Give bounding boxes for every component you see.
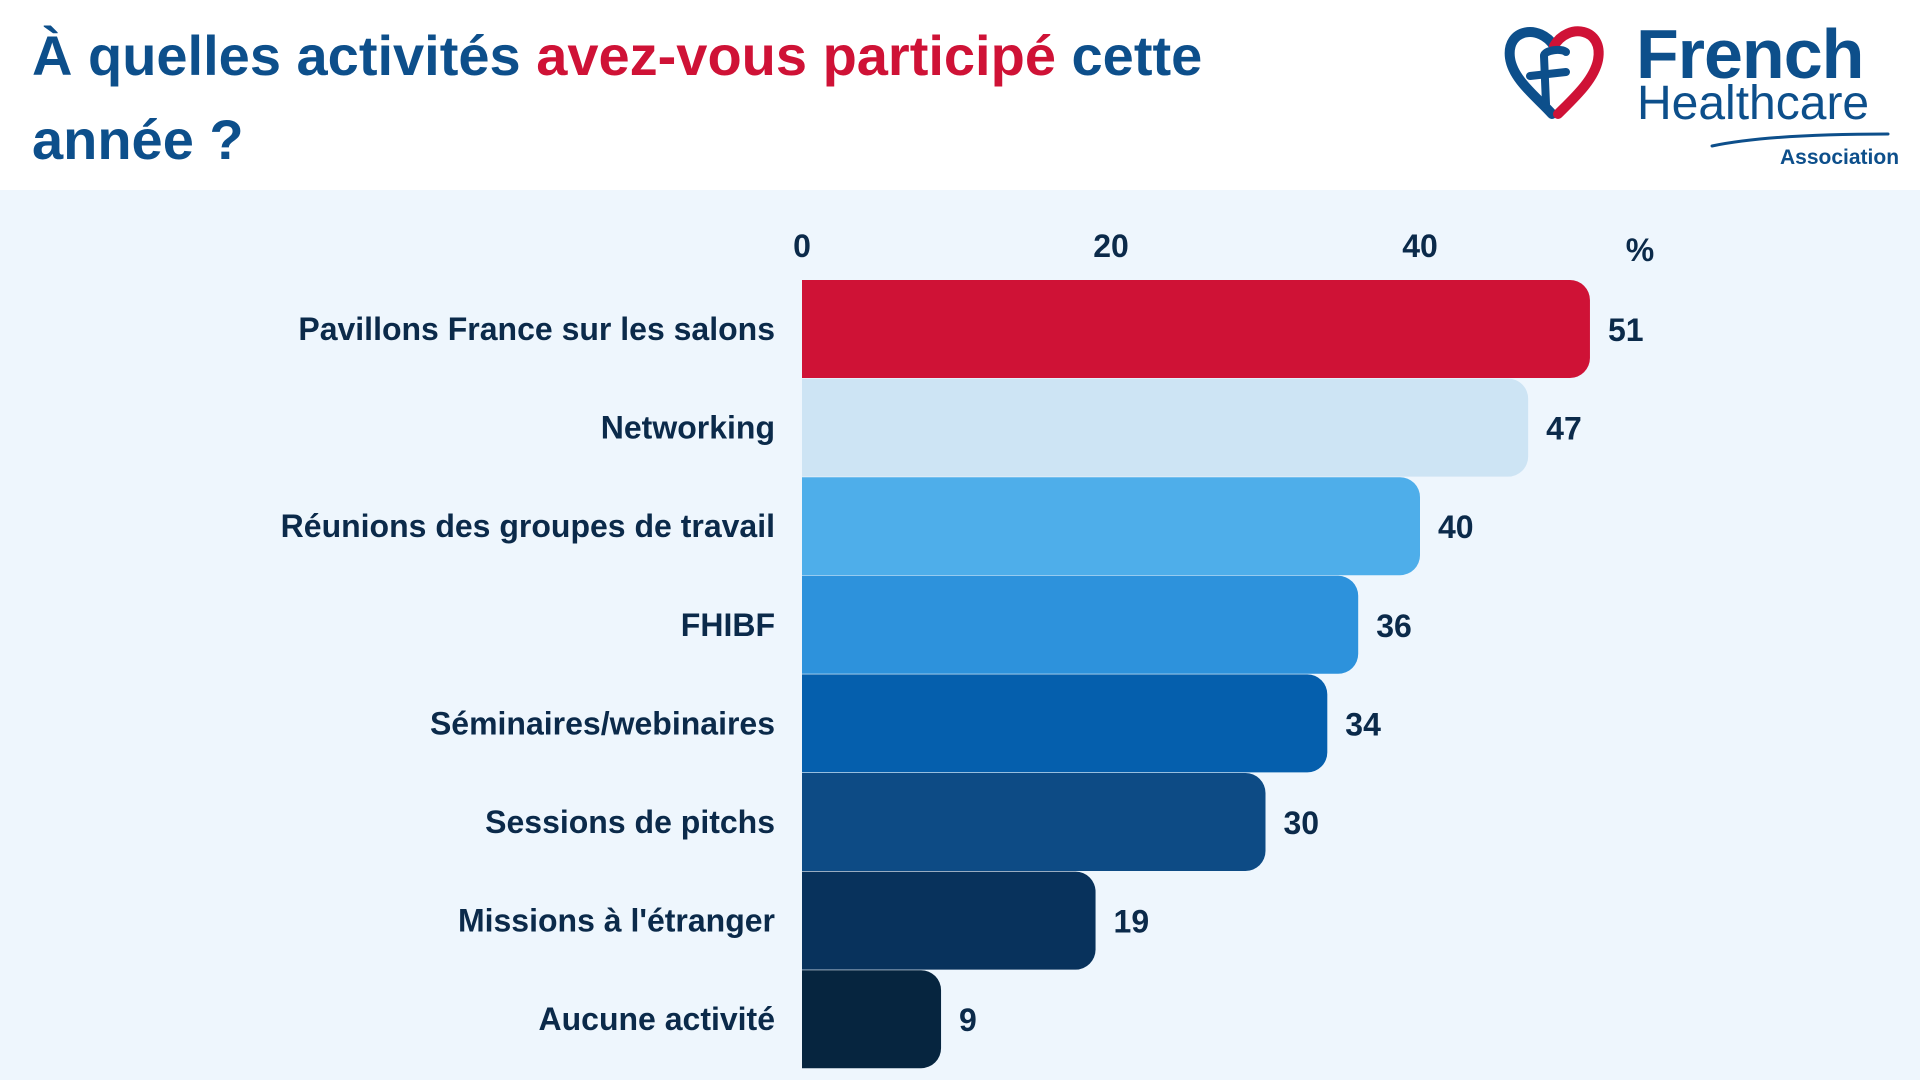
value-label: 36: [1376, 608, 1412, 644]
title-part-1: À quelles activités: [32, 24, 537, 87]
axis-unit-label: %: [1626, 232, 1654, 268]
value-label: 9: [959, 1002, 977, 1038]
category-label: Réunions des groupes de travail: [281, 508, 775, 544]
x-tick-label: 20: [1093, 228, 1129, 264]
chart-panel: 0 20 40% Pavillons France sur les salons 51 N…: [0, 190, 1920, 1080]
bar: [802, 970, 942, 1069]
french-healthcare-logo: French Healthcare Association: [1500, 15, 1900, 178]
category-label: Aucune activité: [538, 1001, 775, 1037]
bar: [802, 477, 1420, 576]
title-part-2: cette année ?: [32, 24, 1203, 171]
category-label: Sessions de pitchs: [485, 804, 775, 840]
category-label: FHIBF: [681, 607, 775, 643]
title-accent: avez-vous participé: [536, 24, 1056, 87]
value-label: 47: [1546, 411, 1582, 447]
bar: [802, 280, 1590, 378]
bar: [802, 378, 1529, 477]
bar: [802, 871, 1096, 970]
logo-word-association: Association: [1780, 146, 1900, 169]
value-label: 40: [1438, 509, 1474, 545]
category-label: Networking: [601, 410, 775, 446]
category-label: Séminaires/webinaires: [430, 705, 775, 741]
value-label: 51: [1608, 312, 1644, 348]
category-label: Missions à l'étranger: [458, 903, 775, 939]
x-tick-label: 40: [1402, 228, 1438, 264]
value-label: 19: [1114, 904, 1150, 940]
bar-chart: 0 20 40 % Pavillons France sur les salons 51 N…: [281, 228, 1654, 1069]
category-label: Pavillons France sur les salons: [298, 311, 775, 347]
page-title: À quelles activités avez-vous participé …: [32, 14, 1352, 182]
header: À quelles activités avez-vous participé …: [0, 0, 1920, 190]
logo-word-healthcare: Healthcare: [1637, 77, 1870, 130]
bar: [802, 773, 1266, 871]
bar: [802, 575, 1359, 674]
value-label: 34: [1345, 706, 1381, 742]
x-tick-label: 0: [793, 228, 811, 264]
logo-swoosh: [1710, 132, 1890, 148]
bar: [802, 674, 1328, 773]
heart-logo-icon: [1504, 26, 1604, 119]
logo-word-french: French: [1636, 15, 1864, 93]
value-label: 30: [1284, 805, 1320, 841]
